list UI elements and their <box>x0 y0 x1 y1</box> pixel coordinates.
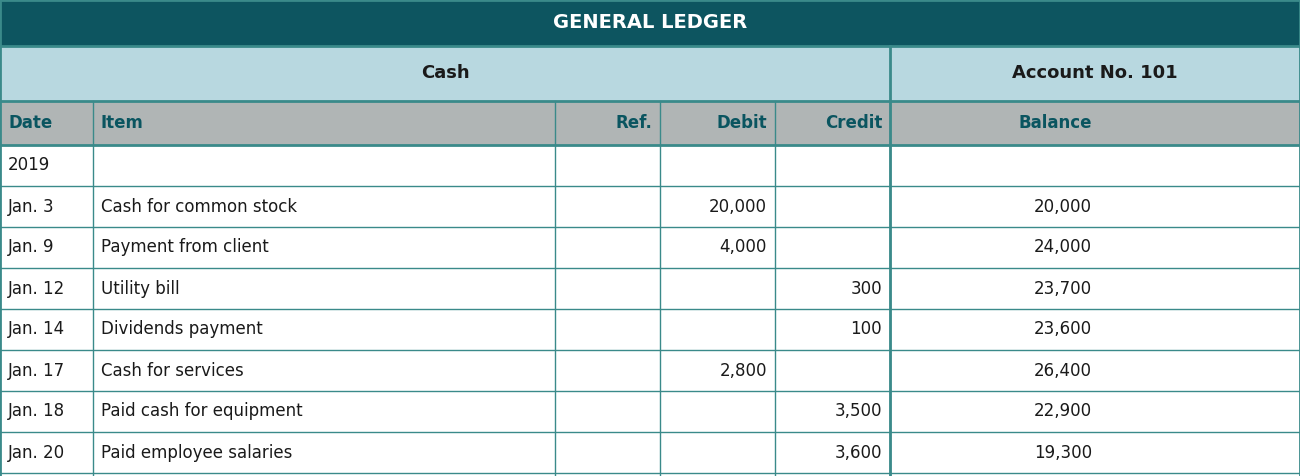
Text: Dividends payment: Dividends payment <box>101 320 263 338</box>
Text: Debit: Debit <box>716 114 767 132</box>
Bar <box>0 391 1300 432</box>
Text: 22,900: 22,900 <box>1034 403 1092 420</box>
Text: 19,300: 19,300 <box>1034 444 1092 462</box>
Text: 2,800: 2,800 <box>719 361 767 379</box>
Text: Paid cash for equipment: Paid cash for equipment <box>101 403 303 420</box>
Bar <box>0 473 1300 476</box>
Bar <box>0 0 1300 46</box>
Text: 3,500: 3,500 <box>835 403 881 420</box>
Bar <box>0 227 1300 268</box>
Bar <box>0 268 1300 309</box>
Text: 2019: 2019 <box>8 157 51 175</box>
Text: Jan. 3: Jan. 3 <box>8 198 55 216</box>
Text: Jan. 17: Jan. 17 <box>8 361 65 379</box>
Bar <box>0 350 1300 391</box>
Bar <box>0 186 1300 227</box>
Text: 24,000: 24,000 <box>1034 238 1092 257</box>
Text: Credit: Credit <box>824 114 881 132</box>
Text: GENERAL LEDGER: GENERAL LEDGER <box>552 13 748 32</box>
Text: Jan. 18: Jan. 18 <box>8 403 65 420</box>
Text: Item: Item <box>101 114 144 132</box>
Text: Account No. 101: Account No. 101 <box>1013 65 1178 82</box>
Text: Cash for common stock: Cash for common stock <box>101 198 298 216</box>
Text: 4,000: 4,000 <box>720 238 767 257</box>
Text: 3,600: 3,600 <box>835 444 881 462</box>
Bar <box>0 145 1300 186</box>
Text: Payment from client: Payment from client <box>101 238 269 257</box>
Text: Cash: Cash <box>421 65 469 82</box>
Bar <box>0 432 1300 473</box>
Text: 20,000: 20,000 <box>708 198 767 216</box>
Text: Jan. 14: Jan. 14 <box>8 320 65 338</box>
Bar <box>0 101 1300 145</box>
Text: Paid employee salaries: Paid employee salaries <box>101 444 292 462</box>
Text: 20,000: 20,000 <box>1034 198 1092 216</box>
Bar <box>0 46 1300 101</box>
Text: Cash for services: Cash for services <box>101 361 244 379</box>
Text: 23,600: 23,600 <box>1034 320 1092 338</box>
Text: 100: 100 <box>850 320 881 338</box>
Text: Utility bill: Utility bill <box>101 279 179 298</box>
Text: 300: 300 <box>850 279 881 298</box>
Text: Jan. 20: Jan. 20 <box>8 444 65 462</box>
Text: Jan. 9: Jan. 9 <box>8 238 55 257</box>
Text: Ref.: Ref. <box>615 114 653 132</box>
Bar <box>0 309 1300 350</box>
Text: 23,700: 23,700 <box>1034 279 1092 298</box>
Text: Jan. 12: Jan. 12 <box>8 279 65 298</box>
Text: Date: Date <box>8 114 52 132</box>
Text: Balance: Balance <box>1018 114 1092 132</box>
Text: 26,400: 26,400 <box>1034 361 1092 379</box>
